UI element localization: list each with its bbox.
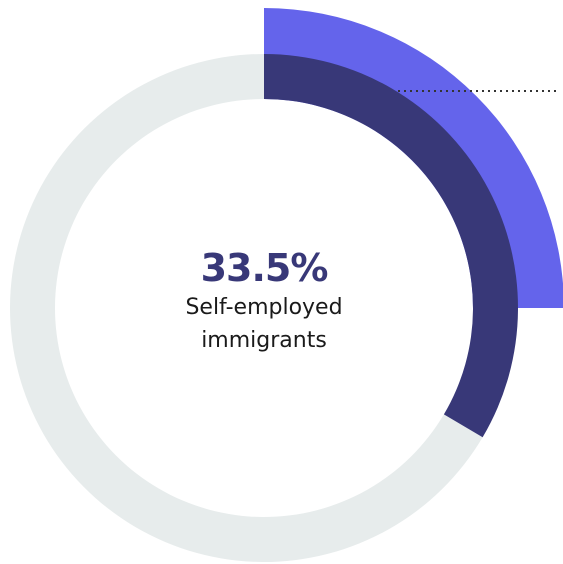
center-label: 33.5% Self-employed immigrants (124, 246, 404, 356)
center-caption-line2: immigrants (201, 328, 327, 353)
donut-slice-value (264, 54, 518, 438)
center-caption-line1: Self-employed (185, 295, 343, 320)
center-value: 33.5% (200, 246, 329, 290)
